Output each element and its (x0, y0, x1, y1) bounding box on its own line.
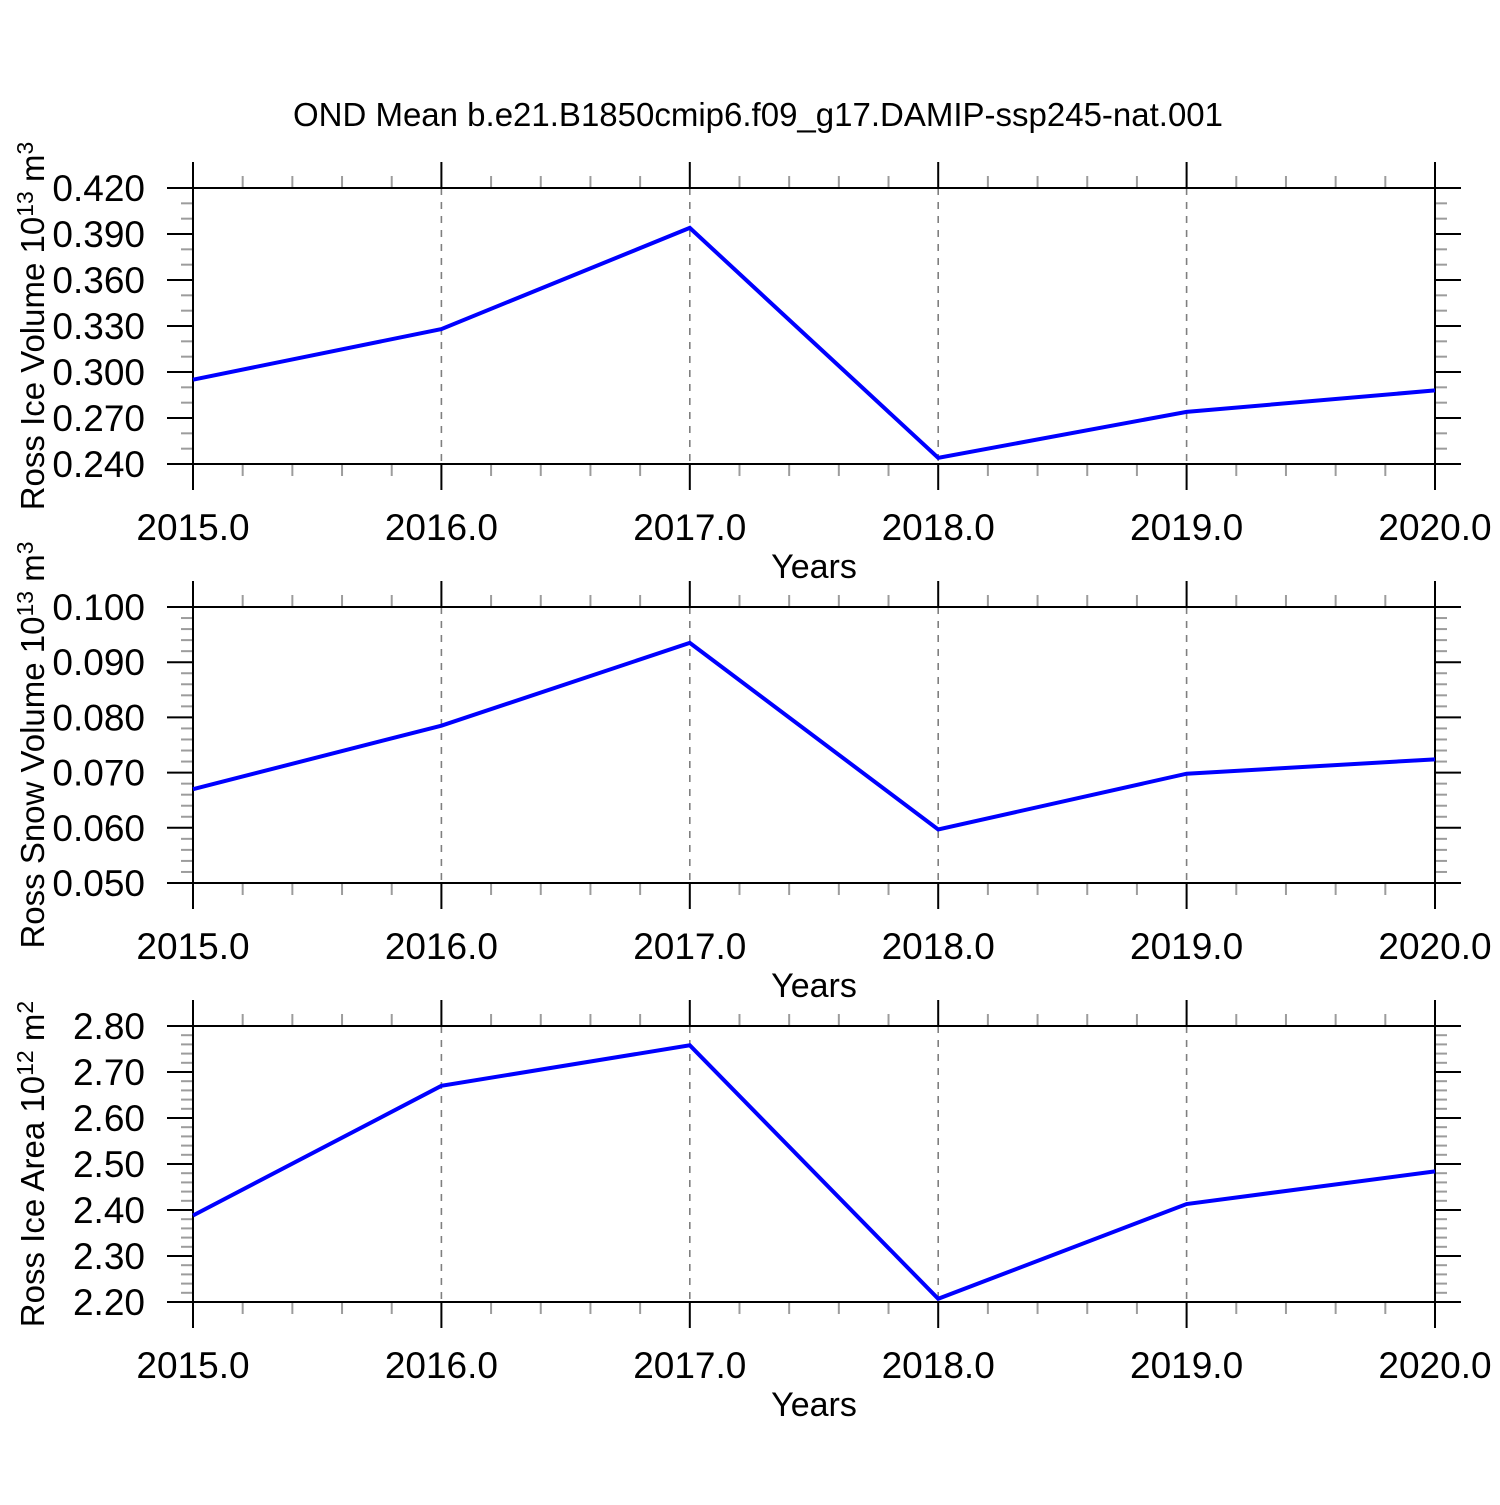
x-tick-label: 2018.0 (882, 926, 995, 967)
x-tick-label: 2019.0 (1130, 507, 1243, 548)
plot-border (192, 187, 1436, 465)
x-tick-label: 2020.0 (1378, 507, 1491, 548)
y-tick-label: 0.090 (52, 642, 145, 683)
x-axis-title: Years (771, 967, 857, 1005)
y-tick-label: 0.050 (52, 863, 145, 904)
y-tick-label: 2.70 (73, 1052, 145, 1093)
y-tick-label: 2.20 (73, 1282, 145, 1323)
y-axis-title: Ross Snow Volume 1013 m3 (12, 541, 51, 948)
x-tick-label: 2020.0 (1378, 1345, 1491, 1386)
panel-ross-ice-area: 2015.0 2016.0 2017.0 2018.0 2019.0 2020.0 2.20… (12, 1000, 1492, 1424)
x-axis-title: Years (771, 1386, 857, 1424)
x-tick-label: 2020.0 (1378, 926, 1491, 967)
y-tick-label: 0.060 (52, 808, 145, 849)
y-tick-label: 0.330 (52, 306, 145, 347)
y-tick-label: 0.420 (52, 168, 145, 209)
y-tick-label: 0.300 (52, 352, 145, 393)
y-axis-title: Ross Ice Area 1012 m2 (12, 1001, 51, 1327)
x-tick-label: 2019.0 (1130, 1345, 1243, 1386)
x-tick-label: 2017.0 (633, 507, 746, 548)
y-tick-label: 0.240 (52, 444, 145, 485)
panel-ross-ice-volume: 2015.0 2016.0 2017.0 2018.0 2019.0 2020.0 0.24… (12, 142, 1492, 586)
x-tick-label: 2018.0 (882, 507, 995, 548)
plot-border (192, 1025, 1436, 1303)
y-tick-label: 0.080 (52, 697, 145, 738)
y-tick-label: 2.50 (73, 1144, 145, 1185)
x-tick-label: 2016.0 (385, 1345, 498, 1386)
y-tick-label: 0.390 (52, 214, 145, 255)
y-tick-label: 0.100 (52, 587, 145, 628)
y-axis-title: Ross Ice Volume 1013 m3 (12, 142, 51, 511)
chart-title: OND Mean b.e21.B1850cmip6.f09_g17.DAMIP-… (293, 96, 1223, 133)
y-tick-label: 2.80 (73, 1006, 145, 1047)
x-tick-label: 2015.0 (136, 926, 249, 967)
x-tick-label: 2016.0 (385, 926, 498, 967)
x-tick-label: 2016.0 (385, 507, 498, 548)
y-tick-label: 2.30 (73, 1236, 145, 1277)
x-tick-label: 2017.0 (633, 926, 746, 967)
x-tick-label: 2017.0 (633, 1345, 746, 1386)
data-line-ross-ice-area (192, 1043, 1436, 1302)
data-line-ross-snow-volume (192, 640, 1436, 832)
y-tick-label: 0.360 (52, 260, 145, 301)
data-line-ross-ice-volume (192, 225, 1436, 461)
plot-border (192, 606, 1436, 884)
x-axis-title: Years (771, 548, 857, 586)
x-tick-label: 2019.0 (1130, 926, 1243, 967)
y-tick-label: 2.40 (73, 1190, 145, 1231)
x-tick-label: 2015.0 (136, 507, 249, 548)
y-tick-label: 2.60 (73, 1098, 145, 1139)
x-tick-label: 2018.0 (882, 1345, 995, 1386)
panel-ross-snow-volume: 2015.0 2016.0 2017.0 2018.0 2019.0 2020.0 0.05… (12, 541, 1492, 1005)
y-tick-label: 0.270 (52, 398, 145, 439)
x-tick-label: 2015.0 (136, 1345, 249, 1386)
y-tick-label: 0.070 (52, 753, 145, 794)
